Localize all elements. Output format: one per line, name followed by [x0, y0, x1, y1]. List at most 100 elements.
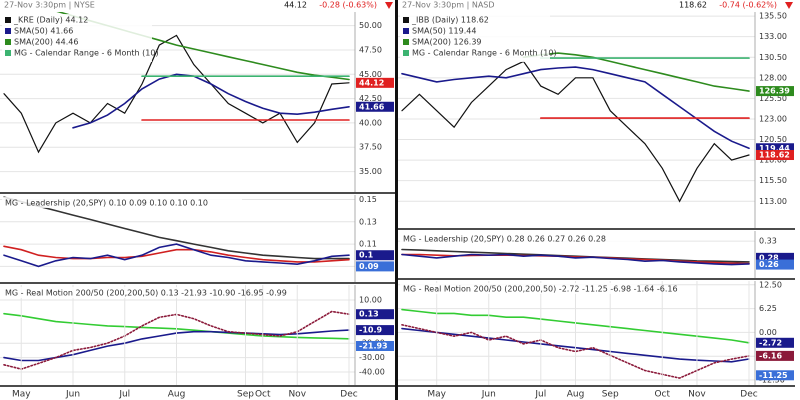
- down-triangle: [785, 2, 793, 9]
- y-tick-label: 120.50: [759, 135, 787, 144]
- y-tick-label: 0.13: [359, 217, 377, 226]
- series-line: [401, 66, 750, 150]
- value-badge-label: 118.62: [759, 151, 790, 160]
- value-badge: [756, 259, 794, 270]
- x-tick-label: Dec: [740, 390, 757, 400]
- legend-swatch: [403, 28, 409, 34]
- y-tick-label: 118.00: [759, 156, 787, 165]
- x-tick-label: May: [12, 390, 31, 400]
- value-badge: [756, 143, 794, 154]
- value-badge: [756, 350, 794, 361]
- legend-label: SMA(200) 44.46: [14, 38, 78, 47]
- series-line: [401, 60, 750, 203]
- y-tick-label: 40.00: [359, 118, 382, 127]
- x-tick-label: Sep: [237, 390, 254, 400]
- y-tick-label: -40.00: [359, 368, 385, 377]
- y-tick-label: 47.50: [359, 45, 382, 54]
- value-badge-label: 41.66: [359, 102, 385, 111]
- panel-title-bg: [400, 283, 640, 294]
- value-badge: [356, 77, 394, 88]
- legend-label: SMA(50) 119.44: [412, 27, 476, 36]
- legend-swatch: [403, 50, 409, 56]
- panel-title-bg: [2, 197, 242, 208]
- header-date: 27-Nov 3:30pm | NYSE: [4, 1, 95, 10]
- series-line: [72, 73, 350, 129]
- header-last: 44.12: [284, 1, 307, 10]
- value-badge: [756, 150, 794, 161]
- header-date: 27-Nov 3:30pm | NASD: [402, 1, 495, 10]
- legend-swatch: [5, 39, 11, 45]
- y-tick-label: -30.00: [359, 353, 385, 362]
- value-badge-label: 0.28: [759, 253, 779, 262]
- value-badge-label: -2.72: [759, 338, 782, 347]
- value-badge-label: -10.9: [359, 326, 382, 335]
- value-badge: [756, 86, 794, 97]
- y-tick-label: 12.50: [759, 280, 782, 289]
- value-badge-label: 0.26: [759, 260, 779, 269]
- legend-box: [400, 14, 550, 62]
- column-separator: [395, 0, 398, 400]
- legend-label: SMA(50) 41.66: [14, 27, 73, 36]
- y-tick-label: 10.00: [359, 295, 382, 304]
- series-line: [522, 52, 750, 92]
- value-badge-label: -6.16: [759, 351, 782, 360]
- value-badge: [756, 370, 794, 381]
- y-tick-label: 130.50: [759, 53, 787, 62]
- y-tick-label: 113.00: [759, 197, 787, 206]
- legend-swatch: [403, 17, 409, 23]
- y-tick-label: 123.00: [759, 114, 787, 123]
- plot-area: [0, 196, 355, 268]
- panel-title: MG - Leadership (20,SPY) 0.28 0.26 0.27 …: [403, 235, 606, 244]
- legend-swatch: [5, 17, 11, 23]
- y-tick-label: 45.00: [359, 70, 382, 79]
- y-tick-label: 37.50: [359, 143, 382, 152]
- legend-swatch: [5, 50, 11, 56]
- value-badge-label: -21.93: [359, 341, 388, 350]
- x-tick-label: Jul: [534, 390, 546, 400]
- x-tick-label: Jul: [118, 390, 130, 400]
- legend-label: SMA(200) 126.39: [412, 38, 482, 47]
- x-tick-label: Nov: [688, 390, 706, 400]
- value-badge: [356, 261, 394, 272]
- x-tick-label: Jun: [481, 390, 496, 400]
- y-tick-label: 0.15: [359, 195, 377, 204]
- plot-area: [0, 12, 355, 173]
- y-tick-label: 135.50: [759, 12, 787, 21]
- y-tick-label: 42.50: [359, 94, 382, 103]
- value-badge: [756, 337, 794, 348]
- y-tick-label: 133.00: [759, 32, 787, 41]
- y-tick-label: 50.00: [359, 21, 382, 30]
- y-tick-label: 0.11: [359, 240, 377, 249]
- legend-label: MG - Calendar Range - 6 Month (10): [412, 49, 557, 58]
- series-line: [401, 253, 750, 266]
- panel-title: MG - Real Motion 200/50 (200,200,50) -2.…: [403, 285, 678, 294]
- header-change: -0.74 (-0.62%): [719, 1, 777, 10]
- series-line: [3, 243, 350, 268]
- y-tick-label: 6.25: [759, 304, 777, 313]
- y-tick-label: 0.33: [759, 237, 777, 246]
- x-tick-label: Aug: [567, 390, 585, 400]
- legend-label: _KRE (Daily) 44.12: [13, 16, 88, 25]
- y-tick-label: 0.00: [759, 328, 777, 337]
- y-tick-label: 115.50: [759, 176, 787, 185]
- y-tick-label: 125.50: [759, 94, 787, 103]
- x-tick-label: Oct: [255, 390, 271, 400]
- value-badge-label: 119.44: [759, 144, 790, 153]
- panel-title-bg: [2, 287, 242, 298]
- x-tick-label: May: [427, 390, 446, 400]
- header-last: 118.62: [679, 1, 707, 10]
- x-tick-label: Nov: [288, 390, 306, 400]
- legend-box: [2, 14, 152, 62]
- x-tick-label: Oct: [654, 390, 670, 400]
- x-tick-label: Jun: [65, 390, 80, 400]
- series-line: [3, 196, 350, 260]
- legend-swatch: [403, 39, 409, 45]
- value-badge: [356, 340, 394, 351]
- down-triangle: [385, 2, 393, 9]
- value-badge-label: 0.13: [359, 310, 379, 319]
- value-badge: [756, 252, 794, 263]
- value-badge: [356, 250, 394, 261]
- value-badge-label: 126.39: [759, 87, 790, 96]
- header-change: -0.28 (-0.63%): [319, 1, 377, 10]
